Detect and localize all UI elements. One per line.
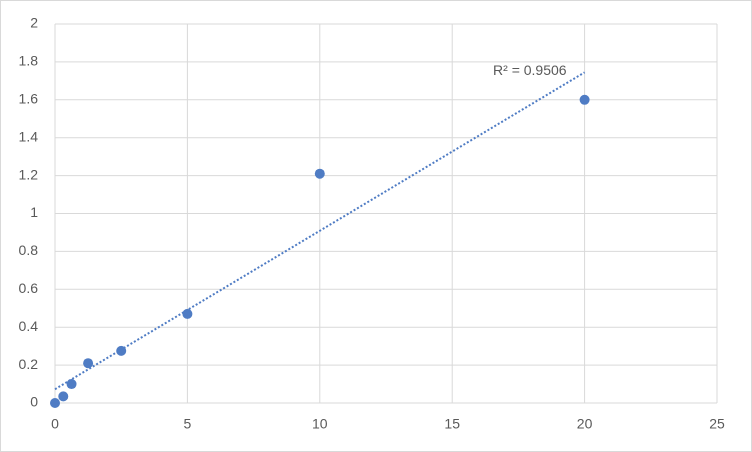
x-tick-label: 0 bbox=[51, 416, 59, 432]
x-tick-label: 20 bbox=[577, 416, 593, 432]
y-tick-label: 1.8 bbox=[19, 53, 39, 69]
point bbox=[116, 345, 127, 356]
y-tick-label: 2 bbox=[30, 15, 38, 31]
y-tick-label: 0.8 bbox=[19, 242, 39, 258]
point bbox=[182, 308, 193, 319]
point bbox=[58, 391, 69, 402]
point bbox=[83, 358, 94, 369]
y-tick-label: 0.2 bbox=[19, 356, 39, 372]
x-tick-label: 25 bbox=[709, 416, 725, 432]
trendline-label: R² = 0.9506 bbox=[493, 62, 567, 78]
x-tick-label: 5 bbox=[184, 416, 192, 432]
point bbox=[314, 168, 325, 179]
x-tick-label: 10 bbox=[312, 416, 328, 432]
y-tick-label: 1.4 bbox=[19, 128, 39, 144]
y-tick-label: 1.6 bbox=[19, 91, 39, 107]
trendline bbox=[54, 71, 586, 391]
point bbox=[579, 94, 590, 105]
y-tick-label: 1 bbox=[30, 204, 38, 220]
y-tick-label: 0 bbox=[30, 394, 38, 410]
point bbox=[50, 398, 60, 408]
y-tick-label: 0.4 bbox=[19, 318, 39, 334]
x-tick-label: 15 bbox=[444, 416, 460, 432]
y-tick-label: 0.6 bbox=[19, 280, 39, 296]
point bbox=[66, 379, 77, 390]
y-tick-label: 1.2 bbox=[19, 166, 39, 182]
